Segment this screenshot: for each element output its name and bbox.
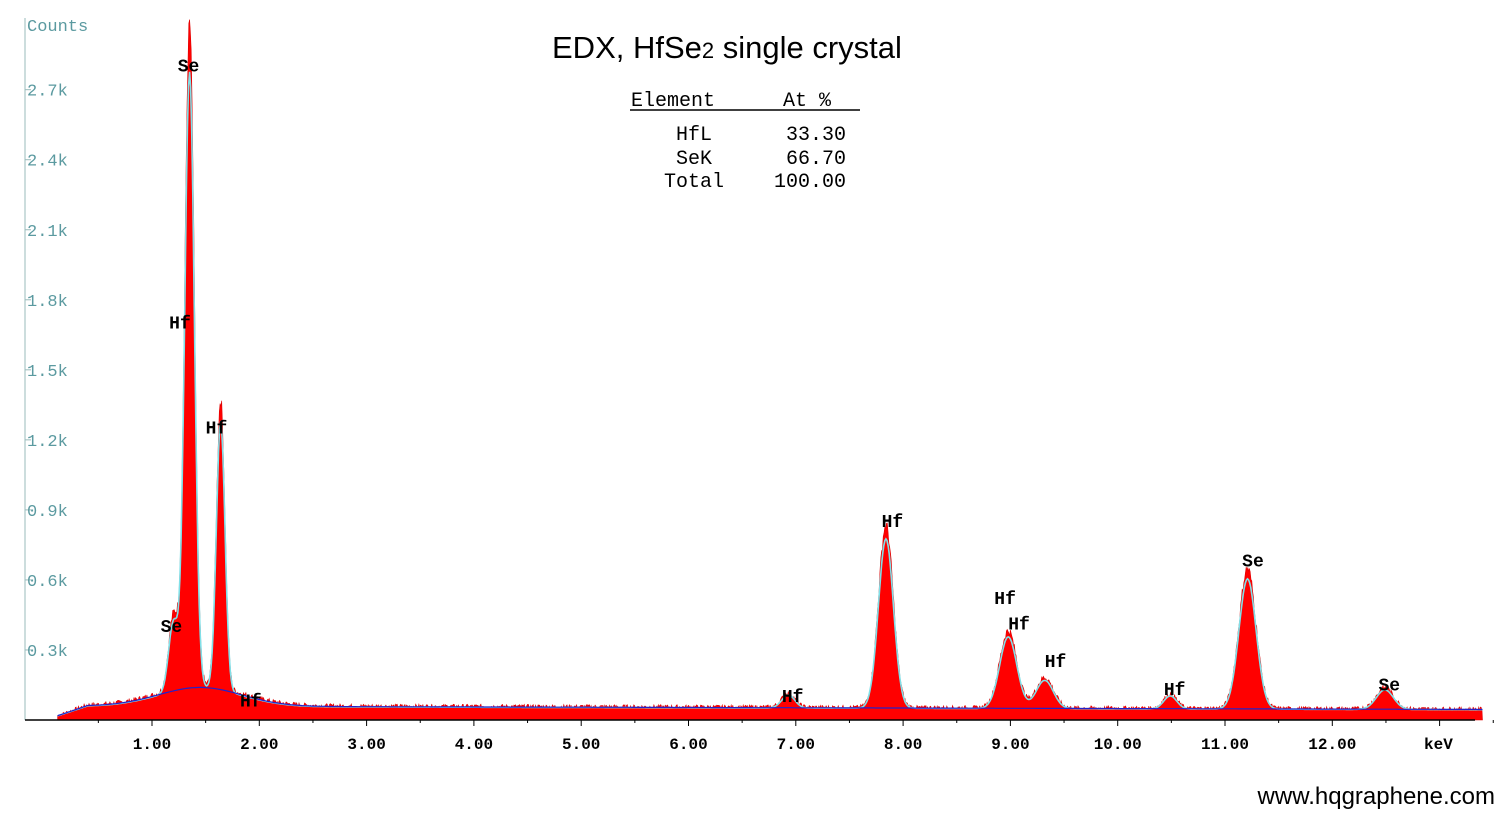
peak-label: Hf — [240, 693, 262, 713]
x-tick-label: 8.00 — [884, 736, 922, 754]
table-row-value: 33.30 — [786, 124, 846, 147]
y-tick-label: 1.8k — [27, 293, 68, 312]
y-axis-label: Counts — [27, 18, 88, 37]
peak-label: Se — [1242, 553, 1264, 573]
peak-label: Hf — [1045, 653, 1067, 673]
x-tick-label: 3.00 — [347, 736, 385, 754]
peak-label: Hf — [782, 688, 804, 708]
y-tick-label: 2.1k — [27, 223, 68, 242]
background-line-series — [57, 686, 1483, 717]
table-header-at-percent: At % — [783, 90, 832, 113]
table-row-element: Total — [664, 171, 724, 194]
x-tick-label: 12.00 — [1308, 736, 1356, 754]
table-row-value: 100.00 — [774, 171, 846, 194]
peak-label: Hf — [994, 590, 1016, 610]
website-footer: www.hqgraphene.com — [1257, 783, 1495, 810]
y-tick-label: 2.7k — [27, 83, 68, 102]
chart-title-suffix: single crystal — [714, 30, 902, 65]
table-header-element: Element — [631, 90, 715, 113]
x-tick-label: 1.00 — [133, 736, 171, 754]
peak-label: Hf — [169, 314, 191, 334]
y-tick-label: 0.9k — [27, 503, 68, 522]
x-ticks: 1.00 2.00 3.00 4.00 5.00 6.00 7.00 8.00 9.00 10.0… — [97, 720, 1494, 754]
y-ticks: 0.3k 0.6k 0.9k 1.2k 1.5k 1.8k 2.1k 2.4k 2.7k — [25, 83, 68, 662]
peak-label: Se — [178, 58, 200, 78]
x-tick-label: 4.00 — [455, 736, 493, 754]
fitted-curve-series — [57, 71, 1483, 717]
peak-label: Hf — [882, 513, 904, 533]
chart-title: EDX, HfSe2 single crystal — [552, 30, 902, 65]
peak-label: Se — [161, 618, 183, 638]
table-row-value: 66.70 — [786, 148, 846, 171]
y-tick-label: 1.5k — [27, 363, 68, 382]
x-tick-label: 9.00 — [991, 736, 1029, 754]
x-tick-label: 5.00 — [562, 736, 600, 754]
table-row-element: HfL — [676, 124, 712, 147]
table-row-element: SeK — [676, 148, 712, 171]
chart-title-subscript: 2 — [702, 38, 714, 63]
peak-label: Hf — [1164, 681, 1186, 701]
x-axis-unit-label: keV — [1424, 736, 1453, 754]
peak-label: Hf — [206, 420, 228, 440]
x-tick-label: 7.00 — [777, 736, 815, 754]
spectrum-area-series — [57, 19, 1483, 721]
x-tick-label: 6.00 — [669, 736, 707, 754]
composition-table: Element At % HfL 33.30 SeK 66.70 Total 1… — [630, 90, 860, 194]
y-tick-label: 2.4k — [27, 153, 68, 172]
y-tick-label: 0.3k — [27, 643, 68, 662]
x-tick-label: 10.00 — [1094, 736, 1142, 754]
y-tick-label: 0.6k — [27, 573, 68, 592]
y-tick-label: 1.2k — [27, 433, 68, 452]
x-tick-label: 2.00 — [240, 736, 278, 754]
chart-title-main: EDX, HfSe — [552, 30, 702, 65]
peak-labels: Se Hf Hf Se Hf Hf Hf Hf Hf Hf Hf Se Se — [161, 58, 1400, 713]
x-tick-label: 11.00 — [1201, 736, 1249, 754]
peak-label: Se — [1378, 676, 1400, 696]
peak-label: Hf — [1008, 616, 1030, 636]
